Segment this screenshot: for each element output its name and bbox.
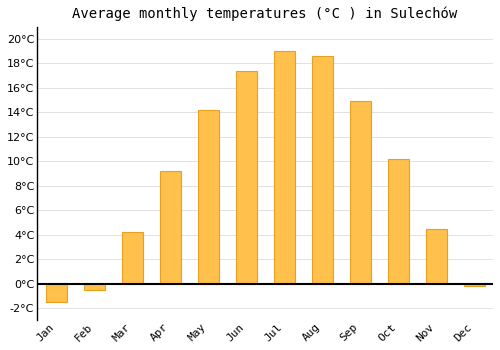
Bar [122,232,142,284]
Bar [46,284,66,302]
Bar [426,229,446,284]
Bar [236,71,256,284]
Bar [84,284,104,290]
Bar [464,284,484,286]
Bar [160,171,180,284]
Bar [274,51,294,284]
Bar [350,102,370,284]
Bar [388,159,408,284]
Bar [198,110,218,284]
Title: Average monthly temperatures (°C ) in Sulechów: Average monthly temperatures (°C ) in Su… [72,7,458,21]
Bar [312,56,332,284]
